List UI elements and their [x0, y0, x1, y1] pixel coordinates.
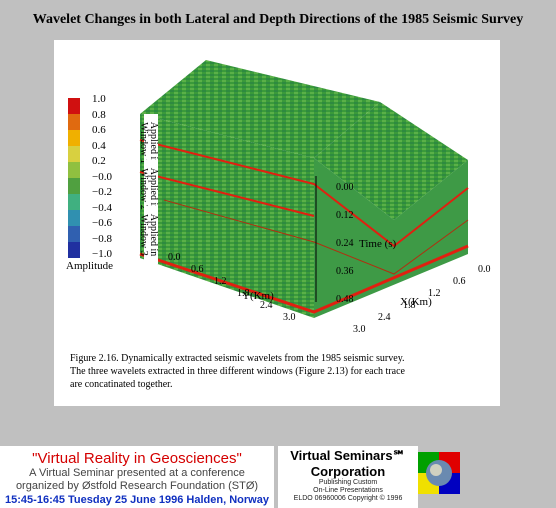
time-tick-label: 0.36	[336, 266, 354, 277]
y-tick-label: 1.8	[237, 288, 250, 299]
caption-line-2: The three wavelets extracted in three di…	[70, 366, 405, 377]
cube-right-face	[314, 102, 468, 220]
colorbar-tick: −0.8	[92, 232, 112, 245]
x-axis-label: X(Km)	[400, 296, 432, 308]
colorbar-tick: −0.0	[92, 170, 112, 183]
colorbar-label: Amplitude	[66, 260, 114, 272]
vs-title-1: Virtual Seminars℠	[290, 448, 406, 463]
colorbar-tick: 0.8	[92, 108, 106, 121]
horizon-4	[163, 199, 469, 275]
page-title: Wavelet Changes in both Lateral and Dept…	[32, 12, 524, 27]
vs-line-2: On-Line Presentations	[313, 487, 383, 494]
colorbar	[68, 98, 80, 258]
colorbar-swatch	[68, 130, 80, 146]
colorbar-swatch	[68, 146, 80, 162]
x-tick-label: 3.0	[353, 324, 366, 335]
figure-panel: 1.0 0.8 0.6 0.4 0.2 −0.0 −0.2 −0.4 −0.6 −0.8 −1.0 …	[54, 40, 500, 406]
x-tick-label: 2.4	[378, 312, 391, 323]
colorbar-tick: −0.4	[92, 201, 112, 214]
time-tick-label: 0.00	[336, 182, 354, 193]
colorbar-tick: −0.6	[92, 217, 112, 229]
colorbar-tick: 0.2	[92, 155, 106, 167]
colorbar-tick: 0.6	[92, 124, 106, 136]
colorbar-swatch	[68, 114, 80, 130]
y-tick-label: 2.4	[260, 300, 273, 311]
banner-line-2: organized by Østfold Research Foundation…	[15, 480, 259, 492]
colorbar-swatch	[68, 210, 80, 226]
y-tick-label: 0.0	[168, 252, 181, 263]
time-tick-label: 0.12	[336, 210, 354, 221]
colorbar-swatch	[68, 162, 80, 178]
colorbar-swatch	[68, 242, 80, 258]
caption-line-1: Figure 2.16. Dynamically extracted seism…	[70, 353, 405, 364]
cube-floor	[314, 158, 468, 318]
x-tick-label: 0.6	[453, 276, 466, 287]
colorbar-tick: 1.0	[92, 93, 106, 105]
window-label: Applied in Window 3	[138, 206, 159, 264]
horizon-3	[139, 244, 469, 314]
seismic-cube	[139, 60, 469, 318]
caption-line-3: are concatinated together.	[70, 379, 173, 390]
colorbar-tick: 0.4	[92, 139, 106, 152]
x-tick-label: 1.2	[428, 288, 441, 299]
y-tick-label: 3.0	[283, 312, 296, 323]
y-axis-label: Y(Km)	[242, 290, 274, 302]
time-tick-label: 0.24	[336, 238, 354, 249]
colorbar-swatch	[68, 226, 80, 242]
vs-line-3: ELDO 06960006 Copyright © 1996	[293, 495, 403, 502]
colorbar-swatch	[68, 178, 80, 194]
x-tick-label: 1.8	[403, 300, 416, 311]
time-axis-label: Time (s)	[359, 238, 397, 250]
y-tick-label: 0.6	[191, 264, 204, 275]
vs-title-2: Corporation	[310, 464, 386, 479]
banner-line-1: A Virtual Seminar presented at a confere…	[29, 467, 245, 479]
figure-caption: Figure 2.16. Dynamically extracted seism…	[70, 352, 500, 391]
y-tick-label: 1.2	[214, 276, 227, 287]
x-tick-label: 0.0	[478, 264, 491, 275]
cube-top-face	[140, 60, 380, 158]
banner-date: 15:45-16:45 Tuesday 25 June 1996 Halden,…	[5, 494, 269, 506]
time-tick-label: 0.48	[336, 294, 354, 305]
seminar-banner[interactable]: "Virtual Reality in Geosciences" A Virtu…	[0, 446, 274, 508]
colorbar-tick: −1.0	[92, 248, 112, 260]
colorbar-tick: −0.2	[92, 186, 112, 198]
virtual-seminars-logo[interactable]: Virtual Seminars℠ Corporation Publishing…	[278, 446, 418, 508]
horizon-2	[139, 171, 315, 217]
colorbar-swatch	[68, 194, 80, 210]
banner-title: "Virtual Reality in Geosciences"	[32, 450, 242, 467]
vs-line-1: Publishing Custom	[318, 479, 378, 486]
horizon-1	[139, 139, 469, 248]
globe-logo-icon[interactable]	[418, 452, 460, 494]
colorbar-swatch	[68, 98, 80, 114]
